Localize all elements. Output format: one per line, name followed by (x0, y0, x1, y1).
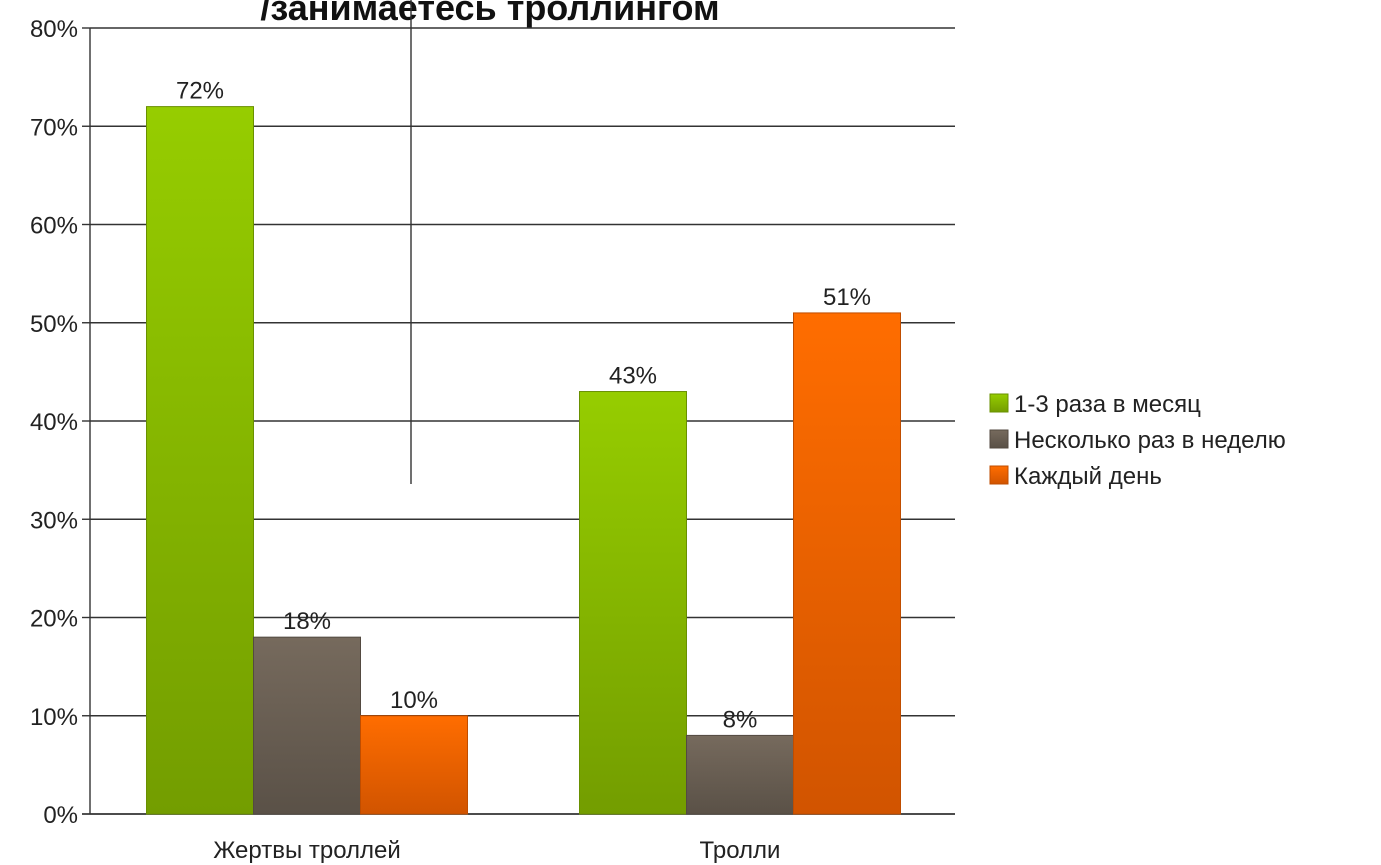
bar-3-1[interactable] (360, 715, 468, 815)
y-tick-label: 10% (30, 704, 78, 731)
y-tick-label: 40% (30, 409, 78, 436)
y-tick-label: 80% (30, 16, 78, 43)
bar-2-2[interactable] (686, 734, 794, 815)
x-category-label: Жертвы троллей (213, 837, 401, 864)
data-label: 8% (723, 706, 758, 733)
x-category-label: Тролли (700, 837, 781, 864)
legend-swatch (989, 465, 1009, 485)
chart-title: /занимаетесь троллингом (260, 0, 719, 28)
data-label: 51% (823, 284, 871, 311)
bar-2-1[interactable] (253, 636, 361, 815)
y-tick-label: 60% (30, 213, 78, 240)
bar-1-2[interactable] (579, 391, 687, 815)
bars (146, 106, 901, 815)
y-tick-label: 30% (30, 507, 78, 534)
data-labels: 72% 18% 10% 43% 8% 51% (176, 78, 871, 734)
y-tick-label: 0% (43, 802, 78, 829)
bar-3-2[interactable] (793, 312, 901, 815)
data-label: 10% (390, 687, 438, 714)
legend[interactable]: 1-3 раза в месяц Несколько раз в неделю Ка… (989, 391, 1286, 490)
data-label: 18% (283, 608, 331, 635)
legend-label[interactable]: Каждый день (1014, 463, 1162, 490)
bar-1-1[interactable] (146, 106, 254, 815)
legend-swatch (989, 429, 1009, 449)
y-tick-label: 70% (30, 114, 78, 141)
data-label: 43% (609, 363, 657, 390)
legend-swatch (989, 393, 1009, 413)
legend-label[interactable]: 1-3 раза в месяц (1014, 391, 1201, 418)
data-label: 72% (176, 78, 224, 105)
axes: 0% 10% 20% 30% 40% 50% 60% 70% 80% Жертвы троллей… (30, 0, 955, 864)
y-tick-label: 20% (30, 606, 78, 633)
legend-label[interactable]: Несколько раз в неделю (1014, 427, 1286, 454)
y-tick-label: 50% (30, 311, 78, 338)
